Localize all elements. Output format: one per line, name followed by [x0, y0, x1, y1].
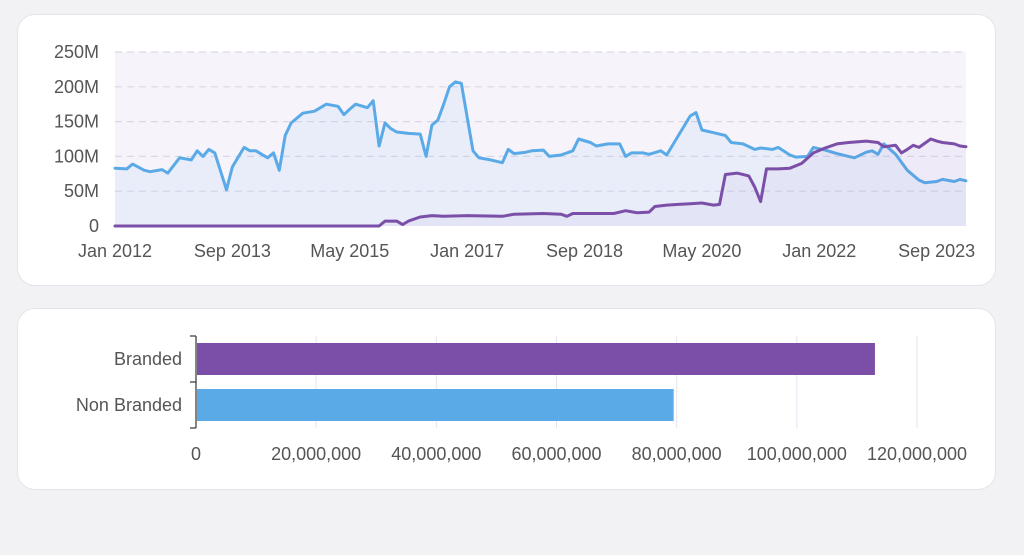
x-tick-label: 20,000,000 — [271, 444, 361, 464]
y-tick-label: 100M — [54, 146, 99, 166]
line-chart: 0 50M 100M 150M 200M 250M Jan 2012 Sep 2013 May … — [54, 42, 975, 261]
x-tick-label: Jan 2022 — [782, 241, 856, 261]
category-label: Non Branded — [76, 395, 182, 415]
x-tick-label: Sep 2023 — [898, 241, 975, 261]
y-tick-label: 250M — [54, 42, 99, 62]
y-tick-label: 50M — [64, 181, 99, 201]
bar-branded — [197, 343, 875, 375]
y-tick-label: 0 — [89, 216, 99, 236]
y-tick-label: 150M — [54, 112, 99, 132]
x-tick-label: 80,000,000 — [632, 444, 722, 464]
x-tick-label: May 2020 — [662, 241, 741, 261]
x-tick-label: Jan 2012 — [78, 241, 152, 261]
x-tick-label: May 2015 — [310, 241, 389, 261]
x-tick-label: 100,000,000 — [747, 444, 847, 464]
series-area-0 — [115, 81, 966, 227]
x-tick-label: 40,000,000 — [391, 444, 481, 464]
bar-chart: 0 20,000,000 40,000,000 60,000,000 80,000,00… — [76, 335, 967, 464]
category-label: Branded — [114, 349, 182, 369]
x-tick-label: Sep 2013 — [194, 241, 271, 261]
x-tick-label: Jan 2017 — [430, 241, 504, 261]
bar-chart-card: 0 20,000,000 40,000,000 60,000,000 80,000,00… — [17, 308, 996, 490]
x-tick-label: 60,000,000 — [511, 444, 601, 464]
series-line-0 — [113, 80, 968, 192]
series-area-1 — [115, 139, 966, 226]
y-tick-label: 200M — [54, 77, 99, 97]
plot-area — [115, 52, 966, 226]
x-tick-label: 120,000,000 — [867, 444, 967, 464]
bar-non-branded — [197, 389, 674, 421]
series-line-1 — [113, 137, 968, 228]
x-tick-label: Sep 2018 — [546, 241, 623, 261]
line-chart-card: 0 50M 100M 150M 200M 250M Jan 2012 Sep 2013 May … — [17, 14, 996, 286]
x-tick-label: 0 — [191, 444, 201, 464]
